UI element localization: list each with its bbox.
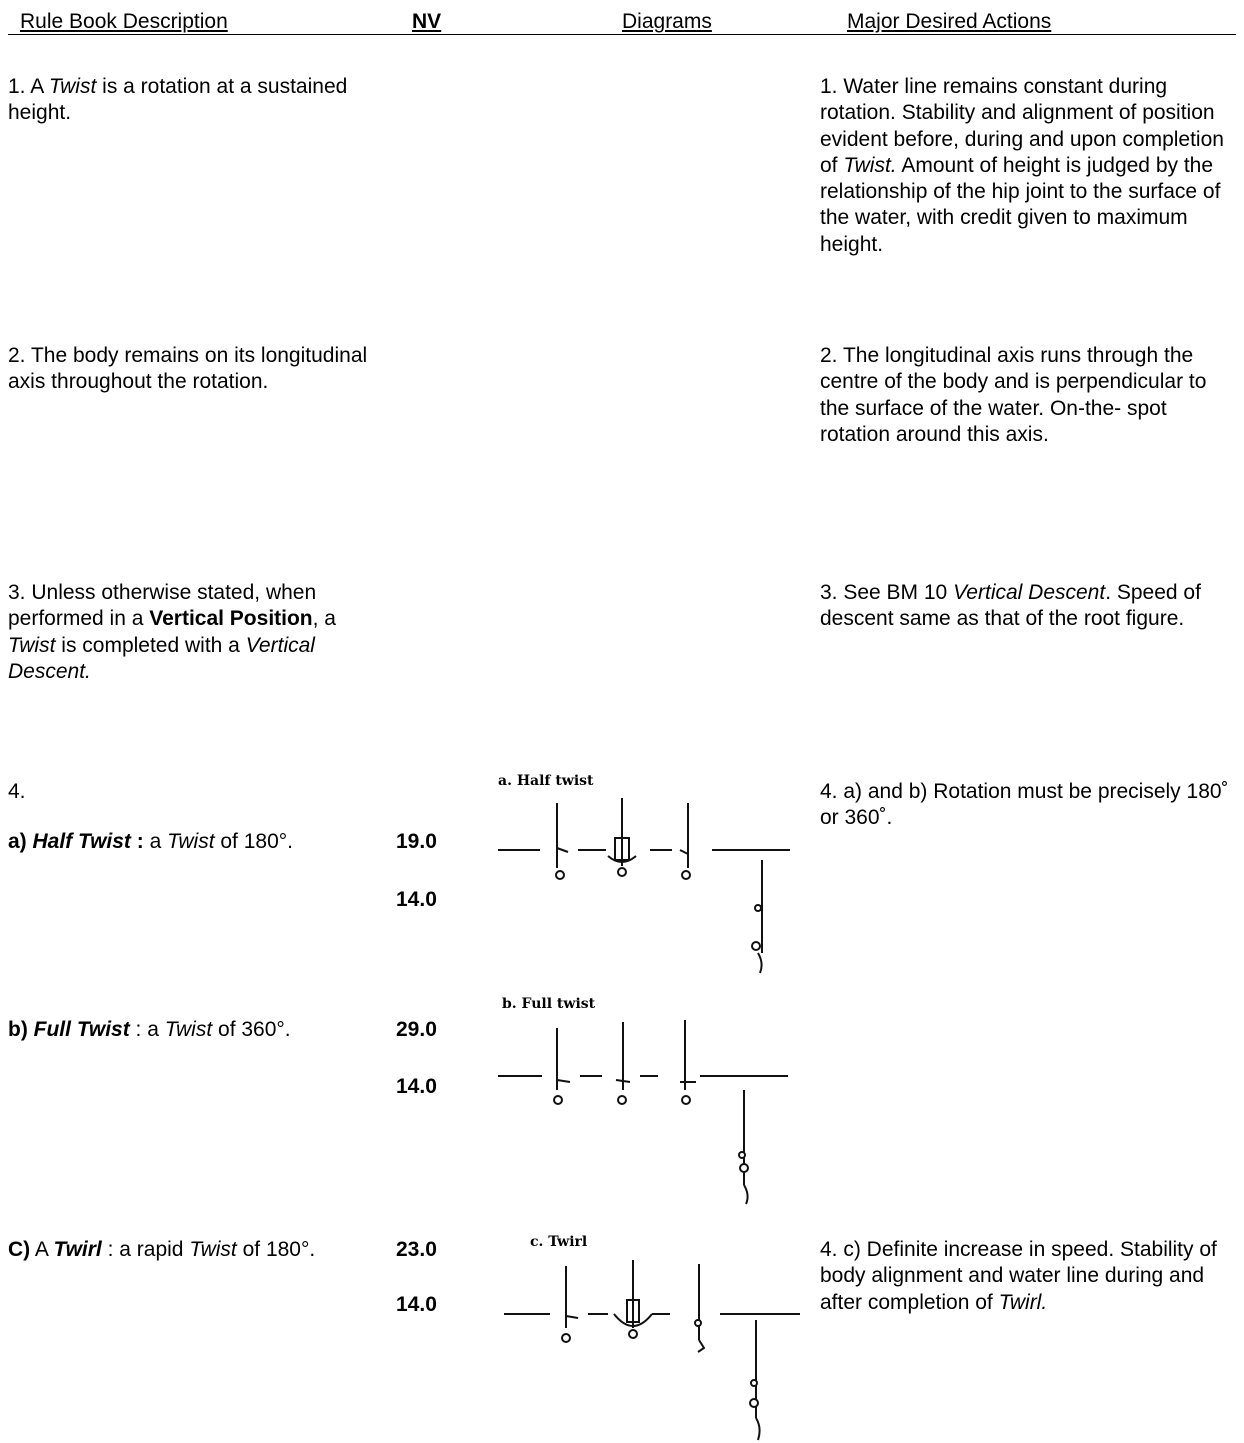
text: Half Twist [32, 830, 131, 853]
diagram: b. Full twist [498, 996, 788, 1205]
text: Twist [167, 830, 215, 853]
text: Twist [189, 1238, 237, 1261]
text: 4. c) Definite increase in speed. Stabil… [820, 1238, 1217, 1314]
text: a [143, 830, 168, 853]
text: a) [8, 830, 33, 853]
text: 3. Unless otherwise stated, when perform… [8, 581, 317, 631]
figure [694, 1264, 706, 1353]
figure [607, 798, 637, 877]
description: b) Full Twist : a Twist of 360°. [8, 1017, 328, 1043]
diagram-label: a. Half twist [498, 773, 594, 789]
figure [615, 1022, 631, 1105]
text: of 360°. [212, 1018, 291, 1041]
actions: 4. c) Definite increase in speed. Stabil… [820, 1237, 1238, 1316]
header-nv: NV [412, 10, 442, 33]
header-diagrams: Diagrams [622, 10, 712, 33]
text: is a rotation at a sustained height. [8, 75, 348, 125]
nv: 14.0 [396, 1075, 437, 1098]
description: 3. Unless otherwise stated, when perform… [8, 580, 363, 685]
text: C) [8, 1238, 31, 1261]
nv: 29.0 [396, 1018, 437, 1041]
actions: 3. See BM 10 Vertical Descent. Speed of … [820, 580, 1238, 633]
nv: 19.0 [396, 830, 437, 853]
figure [679, 803, 691, 880]
header-actions: Major Desired Actions [847, 10, 1052, 33]
text: Twist. [843, 153, 897, 177]
text: : a rapid [101, 1238, 190, 1261]
actions: 4. a) and b) Rotation must be precisely … [820, 779, 1238, 832]
nv: 14.0 [396, 888, 437, 911]
description: 2. The body remains on its longitudinal … [8, 343, 368, 396]
text: Vertical Descent. [8, 633, 315, 683]
figure [553, 1028, 571, 1105]
text: 3. See BM 10 [820, 581, 954, 604]
text: A [30, 1238, 54, 1261]
text: Vertical Descent [953, 581, 1106, 604]
text: Twist [164, 1018, 213, 1041]
diagram: c. Twirl [504, 1234, 800, 1441]
text: of 180°. [214, 830, 293, 853]
text: Amount of height is judged by the relati… [820, 153, 1221, 256]
number: 4. [8, 780, 26, 803]
text: is completed with a [55, 633, 246, 657]
diagram-label: c. Twirl [530, 1234, 587, 1250]
description: C) A Twirl : a rapid Twist of 180°. [8, 1237, 348, 1263]
header-description: Rule Book Description [20, 10, 228, 33]
nv: 23.0 [396, 1238, 437, 1261]
header-rule [8, 34, 1236, 35]
nv: 14.0 [396, 1293, 437, 1316]
actions: 1. Water line remains constant during ro… [820, 74, 1238, 258]
text: Twirl. [998, 1290, 1048, 1314]
text: Vertical Position [149, 607, 313, 631]
description: a) Half Twist : a Twist of 180°. [8, 829, 328, 855]
text: 2. The body remains on its longitudinal … [8, 344, 368, 394]
figure [555, 803, 569, 880]
figure [680, 1020, 696, 1105]
text: Twist [48, 75, 97, 98]
diagram: a. Half twist [498, 773, 790, 974]
text: Twirl [53, 1238, 102, 1261]
text: b) [8, 1018, 34, 1041]
description: 1. A Twist is a rotation at a sustained … [8, 74, 368, 127]
figure [751, 860, 763, 974]
text: 1. Water line remains constant during ro… [820, 75, 1224, 177]
diagram-label: b. Full twist [502, 996, 596, 1012]
text: of 180°. [236, 1238, 316, 1261]
text: , a [312, 607, 336, 631]
text: Twist [8, 633, 56, 657]
text: 1. A [8, 75, 49, 98]
text: Full Twist [33, 1018, 130, 1041]
figure [613, 1260, 653, 1339]
figure [561, 1266, 579, 1343]
figure [749, 1320, 761, 1441]
text: : a [129, 1018, 165, 1041]
text: . Speed of descent same as that of the r… [820, 581, 1201, 631]
text: 4. a) and b) Rotation must be precisely … [820, 780, 1229, 830]
text: 2. The longitudinal axis runs through th… [820, 344, 1207, 446]
actions: 2. The longitudinal axis runs through th… [820, 343, 1238, 448]
figure [738, 1090, 749, 1205]
text: : [130, 830, 144, 853]
